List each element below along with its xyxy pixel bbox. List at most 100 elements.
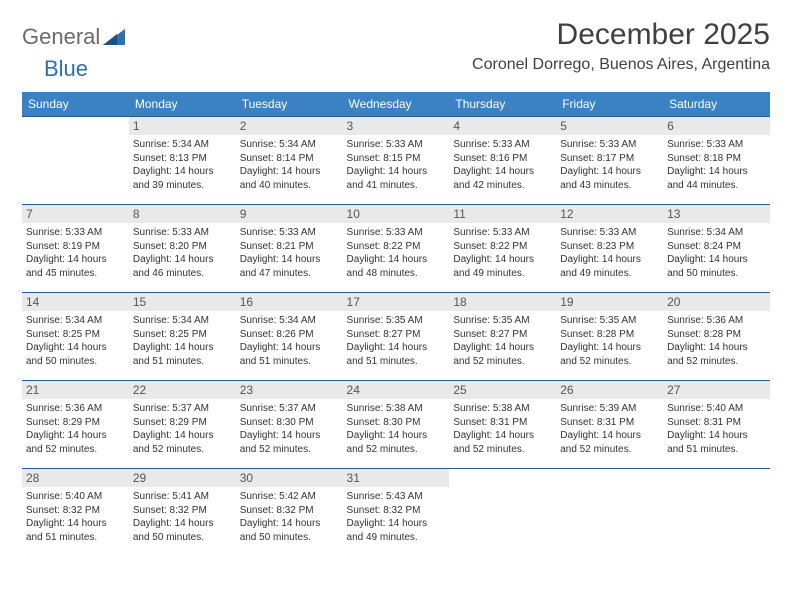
- day-info: Sunrise: 5:34 AMSunset: 8:13 PMDaylight:…: [133, 138, 232, 192]
- daylight-text: Daylight: 14 hours and 49 minutes.: [560, 253, 659, 280]
- calendar-cell: 6 Sunrise: 5:33 AMSunset: 8:18 PMDaylight…: [663, 117, 770, 205]
- sunset-text: Sunset: 8:31 PM: [453, 416, 552, 430]
- day-number: 4: [449, 117, 556, 135]
- sunrise-text: Sunrise: 5:37 AM: [133, 402, 232, 416]
- daylight-text: Daylight: 14 hours and 48 minutes.: [347, 253, 446, 280]
- sunrise-text: Sunrise: 5:35 AM: [347, 314, 446, 328]
- sunrise-text: Sunrise: 5:34 AM: [240, 314, 339, 328]
- daylight-text: Daylight: 14 hours and 43 minutes.: [560, 165, 659, 192]
- brand-part2: Blue: [44, 56, 88, 81]
- day-number: 8: [129, 205, 236, 223]
- day-number: 29: [129, 469, 236, 487]
- sunset-text: Sunset: 8:27 PM: [347, 328, 446, 342]
- calendar-cell: 3 Sunrise: 5:33 AMSunset: 8:15 PMDaylight…: [343, 117, 450, 205]
- weekday-monday: Monday: [129, 92, 236, 117]
- sunrise-text: Sunrise: 5:42 AM: [240, 490, 339, 504]
- daylight-text: Daylight: 14 hours and 52 minutes.: [26, 429, 125, 456]
- day-info: Sunrise: 5:33 AMSunset: 8:20 PMDaylight:…: [133, 226, 232, 280]
- calendar-cell: 22Sunrise: 5:37 AMSunset: 8:29 PMDayligh…: [129, 381, 236, 469]
- day-number: 14: [22, 293, 129, 311]
- calendar-cell: 19Sunrise: 5:35 AMSunset: 8:28 PMDayligh…: [556, 293, 663, 381]
- sunrise-text: Sunrise: 5:34 AM: [133, 314, 232, 328]
- weekday-wednesday: Wednesday: [343, 92, 450, 117]
- day-info: Sunrise: 5:38 AMSunset: 8:31 PMDaylight:…: [453, 402, 552, 456]
- sunrise-text: Sunrise: 5:33 AM: [133, 226, 232, 240]
- daylight-text: Daylight: 14 hours and 52 minutes.: [560, 341, 659, 368]
- day-info: Sunrise: 5:35 AMSunset: 8:27 PMDaylight:…: [453, 314, 552, 368]
- daylight-text: Daylight: 14 hours and 51 minutes.: [240, 341, 339, 368]
- sunrise-text: Sunrise: 5:36 AM: [667, 314, 766, 328]
- day-info: Sunrise: 5:33 AMSunset: 8:23 PMDaylight:…: [560, 226, 659, 280]
- calendar-cell: 18Sunrise: 5:35 AMSunset: 8:27 PMDayligh…: [449, 293, 556, 381]
- logo-triangle-icon: [103, 29, 125, 45]
- calendar-cell: 29 Sunrise: 5:41 AMSunset: 8:32 PMDayligh…: [129, 469, 236, 557]
- day-number: 6: [663, 117, 770, 135]
- sunset-text: Sunset: 8:17 PM: [560, 152, 659, 166]
- day-number: 23: [236, 381, 343, 399]
- sunrise-text: Sunrise: 5:36 AM: [26, 402, 125, 416]
- day-info: Sunrise: 5:33 AMSunset: 8:18 PMDaylight:…: [667, 138, 766, 192]
- sunset-text: Sunset: 8:14 PM: [240, 152, 339, 166]
- calendar-cell: 15Sunrise: 5:34 AMSunset: 8:25 PMDayligh…: [129, 293, 236, 381]
- day-info: Sunrise: 5:33 AMSunset: 8:16 PMDaylight:…: [453, 138, 552, 192]
- calendar-cell: [556, 469, 663, 557]
- calendar-cell: [663, 469, 770, 557]
- sunrise-text: Sunrise: 5:39 AM: [560, 402, 659, 416]
- calendar-row: 28Sunrise: 5:40 AMSunset: 8:32 PMDayligh…: [22, 469, 770, 557]
- day-number: 17: [343, 293, 450, 311]
- sunset-text: Sunset: 8:30 PM: [240, 416, 339, 430]
- daylight-text: Daylight: 14 hours and 52 minutes.: [240, 429, 339, 456]
- weekday-friday: Friday: [556, 92, 663, 117]
- sunset-text: Sunset: 8:21 PM: [240, 240, 339, 254]
- calendar-row: 14Sunrise: 5:34 AMSunset: 8:25 PMDayligh…: [22, 293, 770, 381]
- calendar-cell: 30Sunrise: 5:42 AMSunset: 8:32 PMDayligh…: [236, 469, 343, 557]
- sunset-text: Sunset: 8:27 PM: [453, 328, 552, 342]
- weekday-sunday: Sunday: [22, 92, 129, 117]
- calendar-cell: 17Sunrise: 5:35 AMSunset: 8:27 PMDayligh…: [343, 293, 450, 381]
- sunrise-text: Sunrise: 5:37 AM: [240, 402, 339, 416]
- day-info: Sunrise: 5:33 AMSunset: 8:15 PMDaylight:…: [347, 138, 446, 192]
- day-number: 3: [343, 117, 450, 135]
- brand-part1: General: [22, 24, 100, 50]
- daylight-text: Daylight: 14 hours and 52 minutes.: [347, 429, 446, 456]
- sunset-text: Sunset: 8:16 PM: [453, 152, 552, 166]
- calendar-cell: 23 Sunrise: 5:37 AMSunset: 8:30 PMDayligh…: [236, 381, 343, 469]
- sunrise-text: Sunrise: 5:33 AM: [347, 226, 446, 240]
- calendar-cell: 28Sunrise: 5:40 AMSunset: 8:32 PMDayligh…: [22, 469, 129, 557]
- sunrise-text: Sunrise: 5:33 AM: [26, 226, 125, 240]
- day-number: 12: [556, 205, 663, 223]
- sunrise-text: Sunrise: 5:33 AM: [667, 138, 766, 152]
- sunrise-text: Sunrise: 5:40 AM: [667, 402, 766, 416]
- day-info: Sunrise: 5:36 AMSunset: 8:29 PMDaylight:…: [26, 402, 125, 456]
- sunset-text: Sunset: 8:29 PM: [133, 416, 232, 430]
- daylight-text: Daylight: 14 hours and 50 minutes.: [667, 253, 766, 280]
- daylight-text: Daylight: 14 hours and 45 minutes.: [26, 253, 125, 280]
- day-info: Sunrise: 5:33 AMSunset: 8:22 PMDaylight:…: [347, 226, 446, 280]
- calendar-cell: 20Sunrise: 5:36 AMSunset: 8:28 PMDayligh…: [663, 293, 770, 381]
- day-info: Sunrise: 5:41 AMSunset: 8:32 PMDaylight:…: [133, 490, 232, 544]
- day-number: 21: [22, 381, 129, 399]
- sunset-text: Sunset: 8:28 PM: [560, 328, 659, 342]
- day-number: 20: [663, 293, 770, 311]
- calendar-cell: 4 Sunrise: 5:33 AMSunset: 8:16 PMDaylight…: [449, 117, 556, 205]
- sunrise-text: Sunrise: 5:41 AM: [133, 490, 232, 504]
- calendar-row: 1Sunrise: 5:34 AMSunset: 8:13 PMDaylight…: [22, 117, 770, 205]
- day-info: Sunrise: 5:34 AMSunset: 8:26 PMDaylight:…: [240, 314, 339, 368]
- day-info: Sunrise: 5:42 AMSunset: 8:32 PMDaylight:…: [240, 490, 339, 544]
- day-number: 10: [343, 205, 450, 223]
- sunset-text: Sunset: 8:32 PM: [240, 504, 339, 518]
- calendar-cell: 16 Sunrise: 5:34 AMSunset: 8:26 PMDayligh…: [236, 293, 343, 381]
- daylight-text: Daylight: 14 hours and 51 minutes.: [667, 429, 766, 456]
- calendar-cell: 12 Sunrise: 5:33 AMSunset: 8:23 PMDayligh…: [556, 205, 663, 293]
- daylight-text: Daylight: 14 hours and 50 minutes.: [133, 517, 232, 544]
- day-number: 16: [236, 293, 343, 311]
- sunrise-text: Sunrise: 5:35 AM: [560, 314, 659, 328]
- brand-part2-wrap: Blue: [22, 56, 770, 82]
- day-info: Sunrise: 5:33 AMSunset: 8:17 PMDaylight:…: [560, 138, 659, 192]
- sunset-text: Sunset: 8:29 PM: [26, 416, 125, 430]
- sunrise-text: Sunrise: 5:34 AM: [26, 314, 125, 328]
- daylight-text: Daylight: 14 hours and 51 minutes.: [133, 341, 232, 368]
- daylight-text: Daylight: 14 hours and 50 minutes.: [26, 341, 125, 368]
- sunrise-text: Sunrise: 5:34 AM: [133, 138, 232, 152]
- sunrise-text: Sunrise: 5:34 AM: [667, 226, 766, 240]
